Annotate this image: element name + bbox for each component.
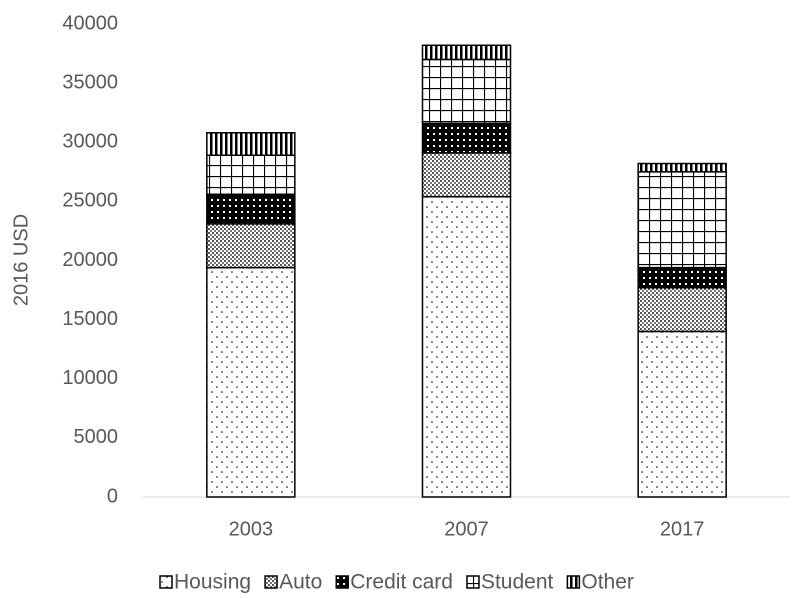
bar-segment	[421, 152, 512, 198]
y-tick-label: 40000	[62, 12, 118, 34]
y-tick-label: 10000	[62, 367, 118, 389]
bar-segment	[206, 266, 296, 498]
bar-segment	[206, 154, 296, 196]
bar-segment	[206, 132, 296, 157]
legend-swatch	[335, 575, 350, 589]
y-tick-label: 25000	[62, 190, 118, 212]
y-tick-label: 0	[107, 485, 118, 507]
x-tick-label: 2007	[444, 518, 489, 540]
bar-segment	[206, 223, 296, 269]
bar-segment	[637, 266, 727, 289]
legend-label: Credit card	[350, 571, 453, 594]
legend: Housing Auto Credit card Student Other	[159, 571, 634, 594]
x-tick-label: 2003	[229, 518, 274, 540]
x-tick-label: 2017	[660, 518, 705, 540]
bar-segment	[421, 58, 512, 125]
legend-swatch	[466, 575, 480, 589]
bar-segment	[637, 171, 727, 269]
y-tick-label: 5000	[74, 426, 119, 448]
y-tick-label: 30000	[62, 131, 118, 153]
bar-segment	[421, 122, 512, 154]
bar-segment	[421, 195, 512, 498]
legend-swatch	[566, 575, 581, 589]
legend-label: Student	[481, 571, 554, 594]
bar-segment	[637, 162, 727, 173]
legend-label: Auto	[279, 571, 322, 594]
bar-segment	[637, 286, 727, 333]
bar-segment	[421, 44, 512, 61]
bar-segment	[206, 193, 296, 225]
legend-swatch	[264, 575, 278, 589]
bar-segment	[637, 330, 727, 498]
y-tick-label: 35000	[62, 71, 118, 93]
legend-swatch	[159, 575, 173, 589]
y-tick-label: 20000	[62, 249, 118, 271]
y-axis-label: 2016 USD	[10, 214, 32, 306]
legend-label: Housing	[174, 571, 251, 594]
y-tick-label: 15000	[62, 308, 118, 330]
legend-label: Other	[581, 571, 634, 594]
